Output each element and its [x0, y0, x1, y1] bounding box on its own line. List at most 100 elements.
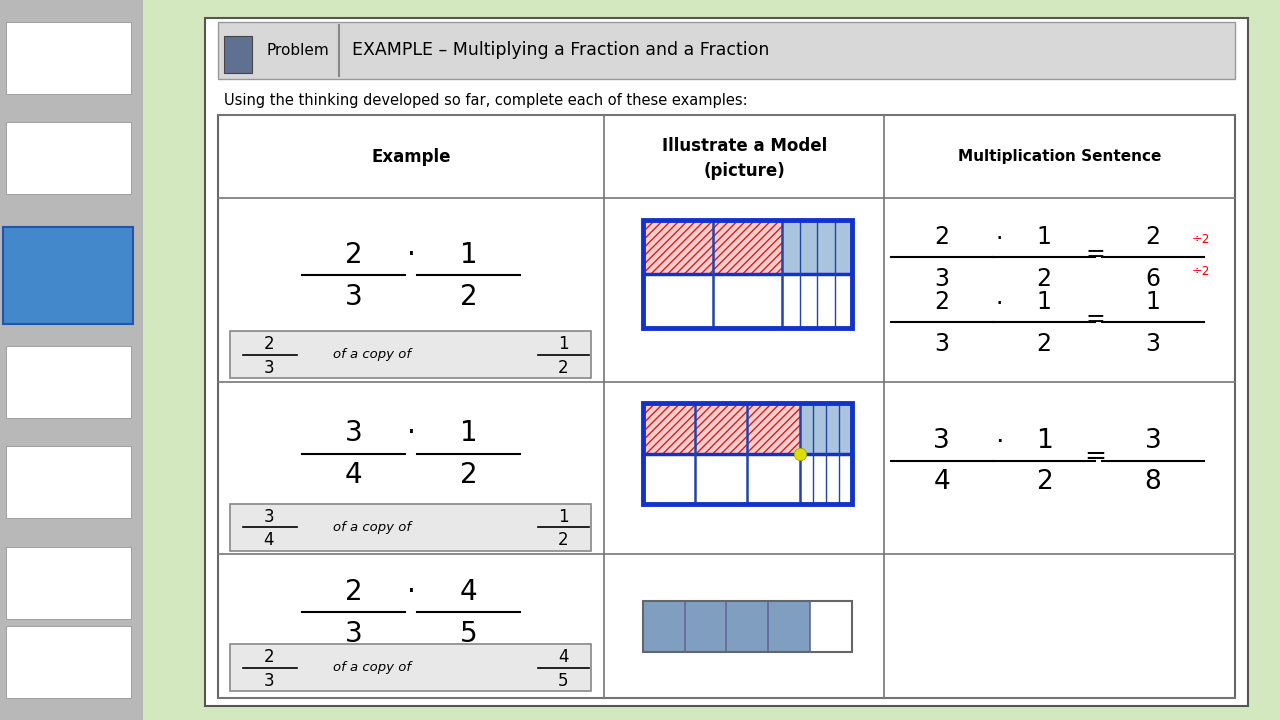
Text: 2: 2	[934, 290, 950, 314]
Text: 2: 2	[460, 283, 477, 311]
Text: 1: 1	[558, 508, 568, 526]
Text: ·: ·	[407, 578, 416, 606]
Bar	[695, 403, 748, 454]
Text: 4: 4	[933, 469, 950, 495]
Bar	[643, 220, 852, 328]
Bar	[643, 403, 695, 454]
Bar	[643, 403, 852, 504]
Text: Illustrate a Model: Illustrate a Model	[662, 137, 827, 155]
Bar	[685, 601, 727, 652]
Text: 3: 3	[934, 332, 950, 356]
Bar	[6, 626, 131, 698]
Text: 2: 2	[460, 462, 477, 489]
Bar	[748, 403, 800, 454]
Text: of a copy of: of a copy of	[333, 521, 411, 534]
Bar	[768, 601, 810, 652]
Bar	[643, 220, 713, 274]
Text: ÷2: ÷2	[1192, 265, 1210, 279]
Text: ÷2: ÷2	[1192, 233, 1210, 246]
Text: 4: 4	[344, 462, 362, 489]
Text: 1: 1	[1037, 225, 1052, 249]
Text: 1: 1	[1037, 290, 1052, 314]
Bar	[3, 227, 133, 324]
Bar	[727, 601, 768, 652]
Text: 4: 4	[558, 648, 568, 666]
Text: ·: ·	[995, 430, 1004, 456]
Bar	[230, 644, 591, 691]
Text: ·: ·	[407, 241, 416, 269]
Text: 2: 2	[558, 359, 568, 377]
Text: 3: 3	[344, 620, 362, 647]
Text: 3: 3	[264, 359, 274, 377]
Text: EXAMPLE – Multiplying a Fraction and a Fraction: EXAMPLE – Multiplying a Fraction and a F…	[352, 41, 769, 59]
Bar	[205, 18, 1248, 706]
Bar	[643, 403, 852, 504]
Text: 3: 3	[934, 267, 950, 291]
Text: ·: ·	[996, 228, 1004, 251]
Text: 5: 5	[460, 620, 477, 647]
Bar	[230, 331, 591, 378]
Bar	[6, 22, 131, 94]
Text: 3: 3	[344, 420, 362, 447]
Text: =: =	[1084, 444, 1106, 470]
Text: 4: 4	[460, 578, 477, 606]
Text: 1: 1	[460, 241, 477, 269]
Bar	[6, 238, 131, 310]
Bar	[6, 122, 131, 194]
Text: 2: 2	[264, 648, 274, 666]
Bar	[643, 403, 695, 454]
Text: 2: 2	[344, 241, 362, 269]
Text: ·: ·	[996, 292, 1004, 316]
Text: 4: 4	[264, 531, 274, 549]
Bar	[6, 446, 131, 518]
Text: 2: 2	[1036, 469, 1052, 495]
Text: Example: Example	[371, 148, 451, 166]
Text: 2: 2	[344, 578, 362, 606]
Text: 3: 3	[933, 428, 950, 454]
Bar	[713, 220, 782, 274]
Bar	[713, 220, 782, 274]
Text: 2: 2	[264, 335, 274, 353]
Text: of a copy of: of a copy of	[333, 661, 411, 675]
Text: 6: 6	[1146, 267, 1161, 291]
Bar	[643, 220, 852, 328]
Bar	[643, 601, 685, 652]
Bar	[800, 403, 852, 454]
Text: (picture): (picture)	[703, 162, 785, 180]
Text: 8: 8	[1144, 469, 1161, 495]
Bar	[782, 220, 852, 274]
Text: 1: 1	[1036, 428, 1052, 454]
Text: =: =	[1085, 307, 1105, 330]
Text: Using the thinking developed so far, complete each of these examples:: Using the thinking developed so far, com…	[224, 94, 748, 108]
Bar	[748, 403, 800, 454]
Bar	[643, 601, 852, 652]
Text: 2: 2	[1037, 267, 1052, 291]
Bar	[0, 0, 143, 720]
Text: 2: 2	[1146, 225, 1161, 249]
Text: 2: 2	[558, 531, 568, 549]
Text: ·: ·	[407, 420, 416, 447]
Text: 3: 3	[1146, 332, 1161, 356]
Bar	[6, 346, 131, 418]
Text: of a copy of: of a copy of	[333, 348, 411, 361]
Text: 1: 1	[1146, 290, 1161, 314]
Text: 5: 5	[558, 672, 568, 690]
Bar	[643, 601, 852, 652]
Text: 2: 2	[934, 225, 950, 249]
Bar	[218, 115, 1235, 698]
Text: =: =	[1085, 242, 1105, 266]
Text: Multiplication Sentence: Multiplication Sentence	[957, 149, 1161, 164]
Bar	[6, 547, 131, 619]
Text: 1: 1	[558, 335, 568, 353]
Bar	[230, 504, 591, 551]
Text: 3: 3	[344, 283, 362, 311]
Bar	[224, 36, 252, 73]
Text: 3: 3	[1144, 428, 1161, 454]
Bar	[643, 220, 713, 274]
Text: 3: 3	[264, 672, 274, 690]
Text: 2: 2	[1037, 332, 1052, 356]
Text: Problem: Problem	[266, 43, 329, 58]
Text: 3: 3	[264, 508, 274, 526]
Bar	[218, 22, 1235, 79]
Bar	[695, 403, 748, 454]
